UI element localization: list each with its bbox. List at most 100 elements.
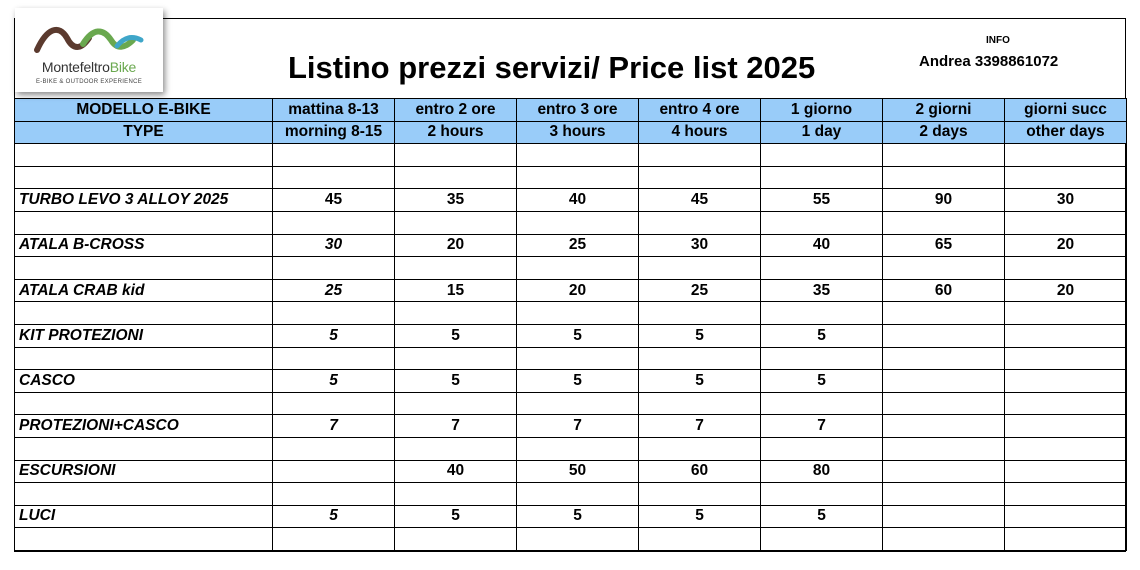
column-header-model: TYPE (14, 120, 273, 145)
empty-cell (1004, 436, 1127, 461)
price-cell: 7 (272, 414, 395, 438)
empty-cell (14, 346, 273, 371)
empty-cell (760, 165, 883, 190)
column-header: other days (1004, 120, 1127, 145)
price-cell: 65 (882, 233, 1005, 258)
empty-cell (1004, 165, 1127, 190)
empty-cell (394, 346, 517, 371)
empty-cell (1004, 143, 1127, 167)
brand-name: MontefeltroBike (41, 59, 137, 75)
price-cell: 5 (394, 369, 517, 393)
brand-logo: MontefeltroBike E-BIKE & OUTDOOR EXPERIE… (15, 8, 163, 92)
empty-cell (1004, 482, 1127, 506)
model-name: ESCURSIONI (14, 459, 273, 484)
empty-cell (638, 482, 761, 506)
column-header: 2 hours (394, 120, 517, 145)
price-cell (1004, 369, 1127, 393)
model-name: ATALA CRAB kid (14, 278, 273, 303)
price-cell (1004, 459, 1127, 484)
empty-cell (516, 346, 639, 371)
empty-cell (516, 482, 639, 506)
price-cell: 35 (760, 278, 883, 303)
spacer-row (14, 391, 1127, 416)
empty-cell (14, 210, 273, 235)
header-row-en: TYPE morning 8-15 2 hours 3 hours 4 hours 1 d… (14, 120, 1127, 145)
price-cell: 15 (394, 278, 517, 303)
empty-cell (394, 165, 517, 190)
price-cell: 7 (760, 414, 883, 438)
empty-cell (760, 436, 883, 461)
empty-cell (882, 527, 1005, 552)
price-cell: 7 (638, 414, 761, 438)
price-cell: 90 (882, 188, 1005, 212)
price-cell (882, 323, 1005, 348)
empty-cell (1004, 301, 1127, 325)
empty-cell (516, 301, 639, 325)
empty-cell (272, 346, 395, 371)
empty-cell (760, 301, 883, 325)
price-cell (882, 414, 1005, 438)
empty-cell (882, 436, 1005, 461)
page-title: Listino prezzi servizi/ Price list 2025 (288, 50, 816, 85)
price-cell: 45 (272, 188, 395, 212)
empty-cell (14, 482, 273, 506)
empty-cell (760, 391, 883, 416)
empty-cell (882, 301, 1005, 325)
price-cell: 45 (638, 188, 761, 212)
price-cell: 30 (272, 233, 395, 258)
empty-cell (760, 210, 883, 235)
column-header: 4 hours (638, 120, 761, 145)
table-row: CASCO 5 5 5 5 5 (14, 369, 1127, 393)
info-label: INFO (986, 35, 1010, 46)
spacer-row (14, 436, 1127, 461)
spacer-row (14, 165, 1127, 190)
price-cell: 5 (394, 504, 517, 529)
spacer-row (14, 527, 1127, 552)
column-header: entro 3 ore (516, 98, 639, 122)
empty-cell (14, 391, 273, 416)
table-row: ATALA B-CROSS 30 20 25 30 40 65 20 (14, 233, 1127, 258)
table-row: LUCI 5 5 5 5 5 (14, 504, 1127, 529)
empty-cell (272, 482, 395, 506)
empty-cell (760, 482, 883, 506)
empty-cell (516, 256, 639, 280)
empty-cell (638, 165, 761, 190)
price-cell: 25 (638, 278, 761, 303)
price-cell: 5 (516, 323, 639, 348)
price-cell: 20 (516, 278, 639, 303)
empty-cell (882, 391, 1005, 416)
spacer-row (14, 482, 1127, 506)
empty-cell (882, 482, 1005, 506)
header-row-it: MODELLO E-BIKE mattina 8-13 entro 2 ore ent… (14, 98, 1127, 122)
price-cell: 5 (394, 323, 517, 348)
empty-cell (638, 256, 761, 280)
price-cell: 5 (638, 369, 761, 393)
empty-cell (638, 143, 761, 167)
empty-cell (1004, 256, 1127, 280)
brand-tagline: E-BIKE & OUTDOOR EXPERIENCE (35, 79, 143, 85)
price-cell: 25 (516, 233, 639, 258)
price-cell: 60 (638, 459, 761, 484)
spacer-row (14, 210, 1127, 235)
empty-cell (760, 346, 883, 371)
price-cell: 80 (760, 459, 883, 484)
spacer-row (14, 143, 1127, 167)
spacer-row (14, 301, 1127, 325)
price-cell: 5 (272, 323, 395, 348)
column-header: entro 2 ore (394, 98, 517, 122)
empty-cell (394, 301, 517, 325)
spacer-row (14, 256, 1127, 280)
price-cell: 5 (760, 369, 883, 393)
model-name: ATALA B-CROSS (14, 233, 273, 258)
price-cell: 60 (882, 278, 1005, 303)
price-cell (882, 369, 1005, 393)
empty-cell (516, 210, 639, 235)
table-row: KIT PROTEZIONI 5 5 5 5 5 (14, 323, 1127, 348)
price-cell (1004, 323, 1127, 348)
empty-cell (272, 527, 395, 552)
empty-cell (882, 143, 1005, 167)
column-header: morning 8-15 (272, 120, 395, 145)
price-cell (882, 504, 1005, 529)
empty-cell (638, 527, 761, 552)
empty-cell (394, 391, 517, 416)
